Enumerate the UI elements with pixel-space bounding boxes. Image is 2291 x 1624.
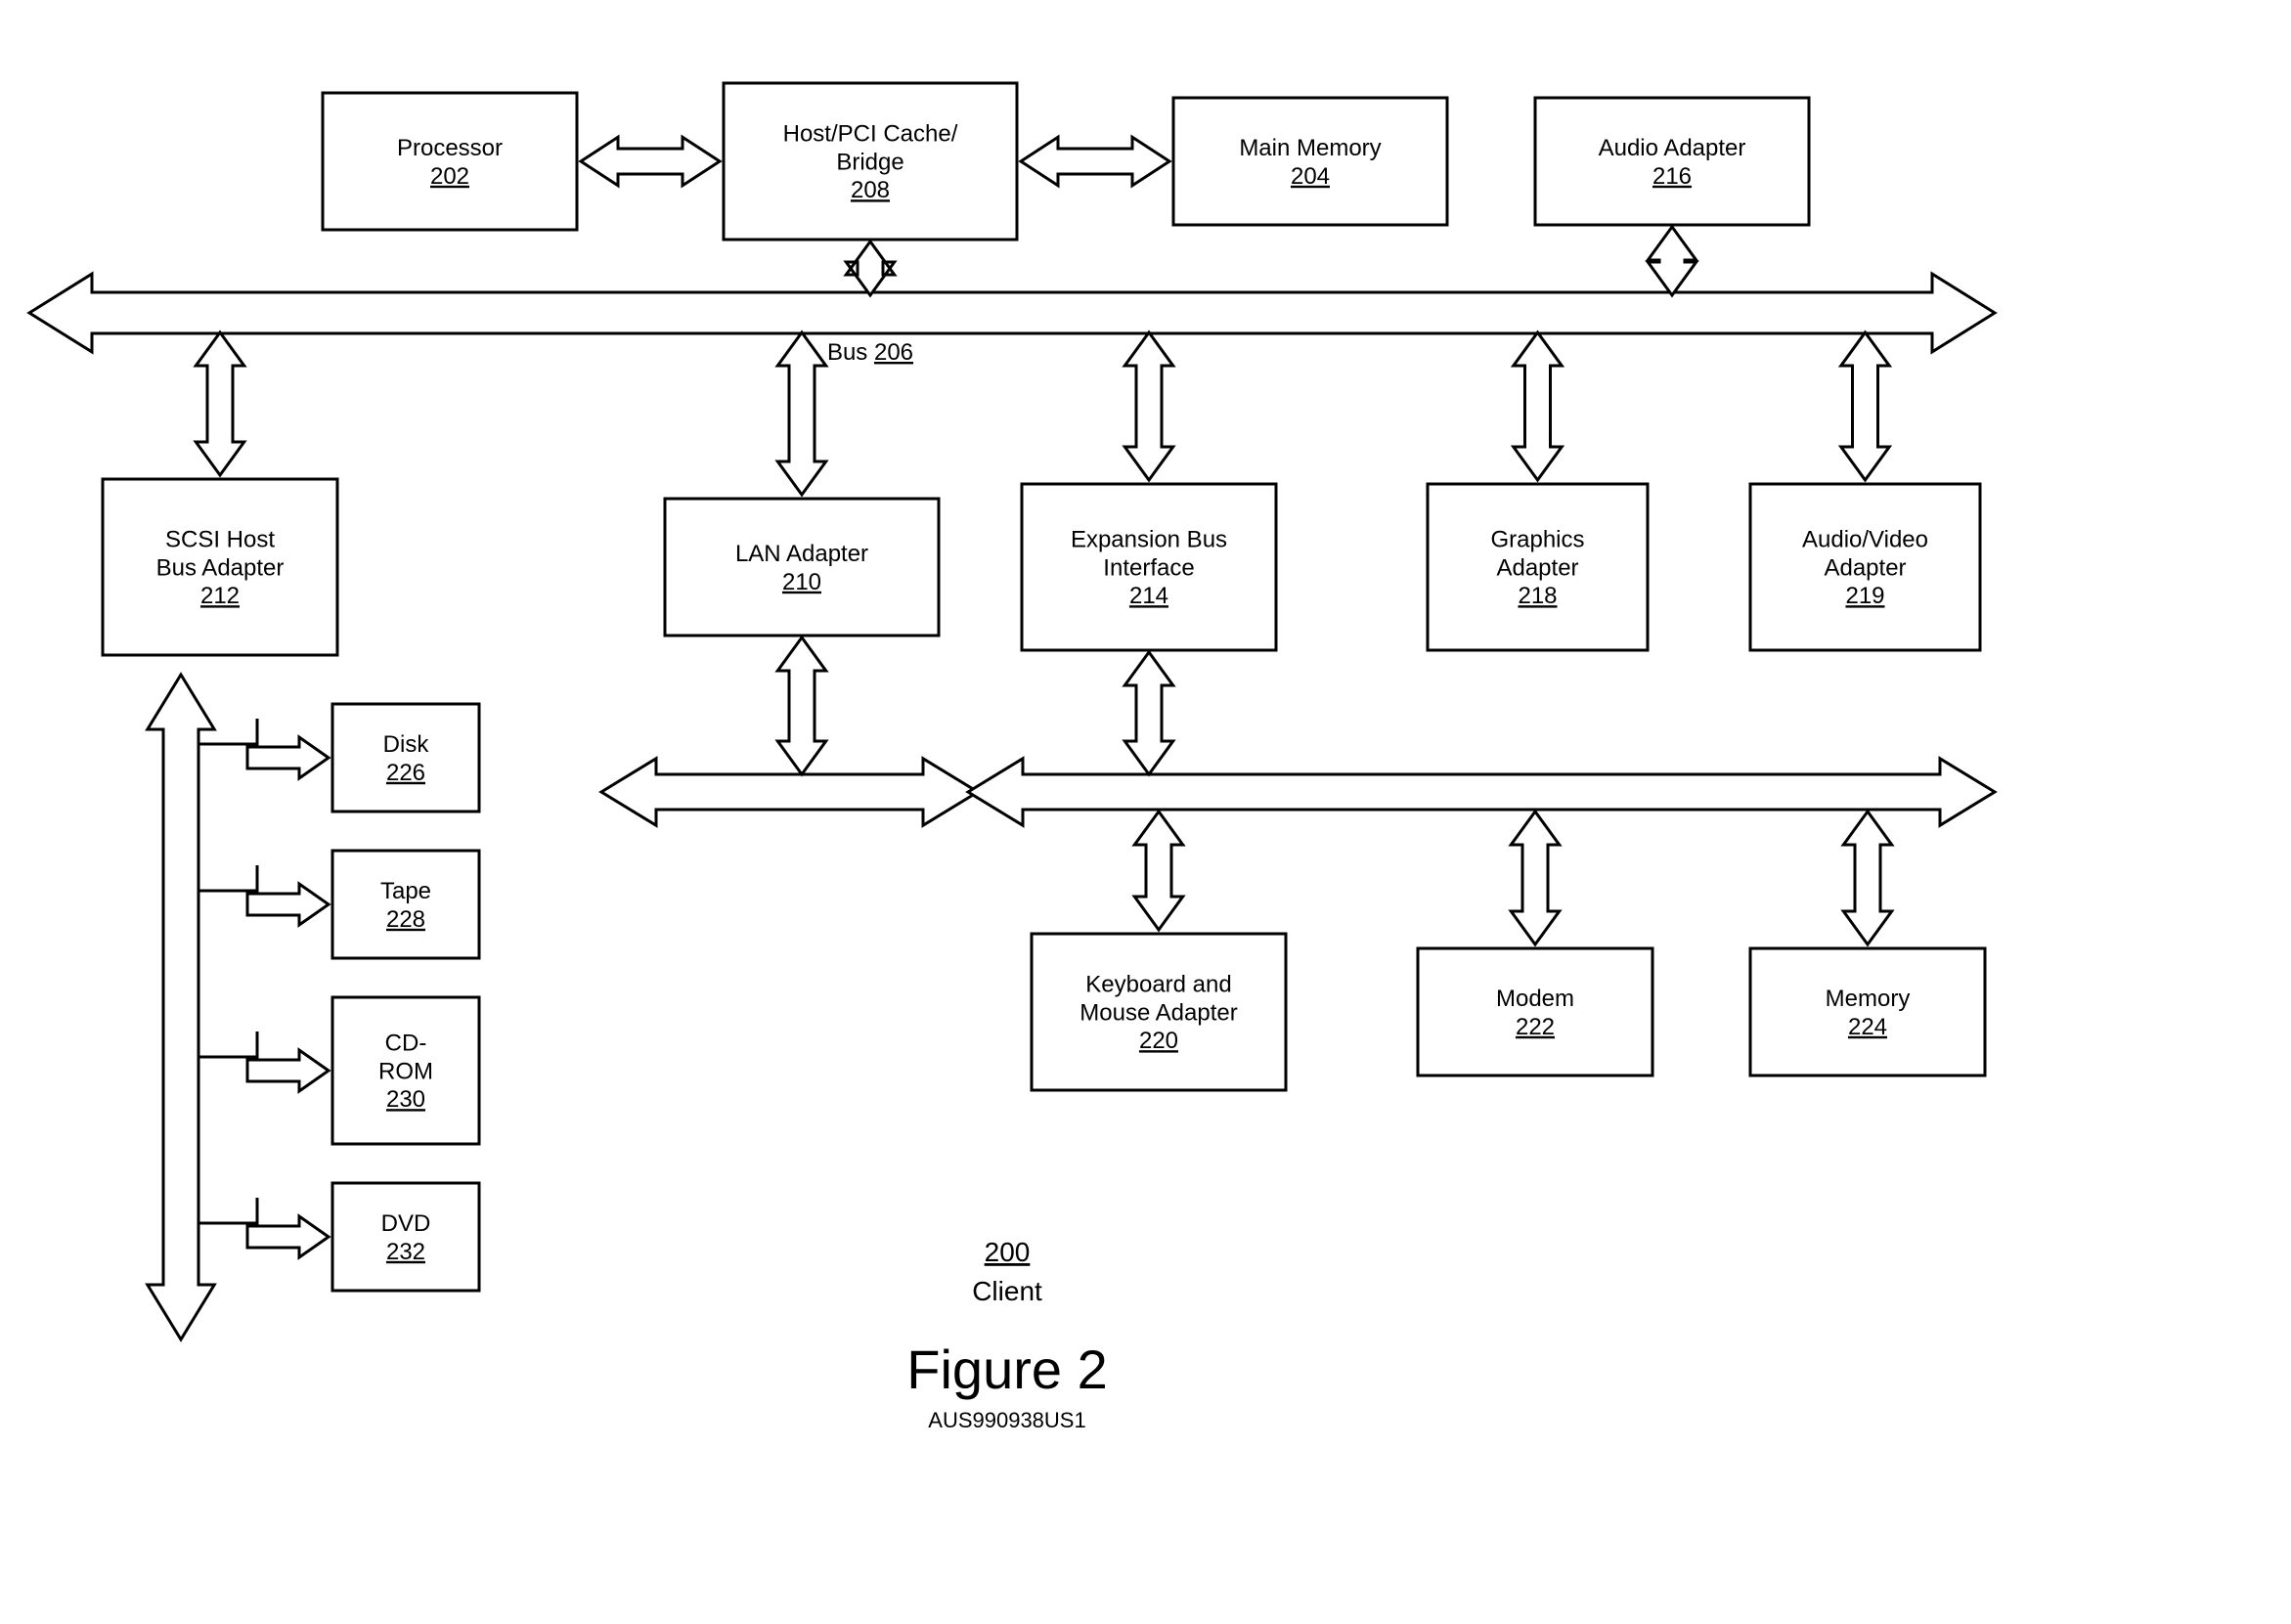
node-dvd: DVD232 xyxy=(332,1183,479,1291)
node-lan: LAN Adapter210 xyxy=(665,499,939,636)
node-ref: 214 xyxy=(1129,583,1168,609)
node-label: Expansion Bus xyxy=(1071,527,1227,553)
node-ref: 210 xyxy=(782,569,821,595)
node-ref: 232 xyxy=(386,1239,425,1265)
node-ref: 222 xyxy=(1516,1014,1555,1040)
node-audioadap: Audio Adapter216 xyxy=(1535,98,1809,225)
node-ref: 230 xyxy=(386,1086,425,1113)
node-ref: 202 xyxy=(430,163,469,190)
node-mainmem: Main Memory204 xyxy=(1173,98,1447,225)
node-ref: 220 xyxy=(1139,1028,1178,1054)
caption: AUS990938US1 xyxy=(928,1408,1085,1432)
node-label: Tape xyxy=(380,878,431,904)
node-label: Audio/Video xyxy=(1802,527,1928,553)
node-cdrom: CD-ROM230 xyxy=(332,997,479,1144)
node-label: Main Memory xyxy=(1239,135,1381,161)
node-expbus: Expansion BusInterface214 xyxy=(1022,484,1276,650)
node-memory: Memory224 xyxy=(1750,948,1985,1075)
node-label: LAN Adapter xyxy=(735,541,868,567)
node-label: Graphics xyxy=(1490,527,1584,553)
node-label: CD- xyxy=(385,1031,427,1057)
node-disk: Disk226 xyxy=(332,704,479,812)
node-ref: 212 xyxy=(200,583,240,609)
node-ref: 228 xyxy=(386,906,425,933)
node-label: Audio Adapter xyxy=(1599,135,1746,161)
caption: 200 xyxy=(985,1237,1031,1267)
caption: Figure 2 xyxy=(906,1339,1107,1400)
node-graphics: GraphicsAdapter218 xyxy=(1428,484,1648,650)
node-label: Mouse Adapter xyxy=(1079,999,1237,1026)
node-tape: Tape228 xyxy=(332,851,479,958)
node-ref: 216 xyxy=(1652,163,1692,190)
node-label: DVD xyxy=(381,1210,431,1237)
node-label: Adapter xyxy=(1496,554,1578,581)
node-label: Interface xyxy=(1103,554,1194,581)
node-av: Audio/VideoAdapter219 xyxy=(1750,484,1980,650)
node-label: Bridge xyxy=(836,149,903,175)
node-ref: 218 xyxy=(1518,583,1557,609)
node-label: Keyboard and xyxy=(1085,972,1231,998)
bus-label: Bus 206 xyxy=(827,339,913,366)
node-label: ROM xyxy=(378,1058,433,1084)
node-scsi: SCSI HostBus Adapter212 xyxy=(103,479,337,655)
node-modem: Modem222 xyxy=(1418,948,1652,1075)
node-label: Host/PCI Cache/ xyxy=(783,121,958,148)
node-ref: 219 xyxy=(1845,583,1884,609)
node-label: Memory xyxy=(1826,986,1911,1012)
node-processor: Processor202 xyxy=(323,93,577,230)
node-hostpci: Host/PCI Cache/Bridge208 xyxy=(724,83,1017,240)
node-kbmouse: Keyboard andMouse Adapter220 xyxy=(1032,934,1286,1090)
node-ref: 208 xyxy=(851,177,890,203)
caption: Client xyxy=(972,1276,1042,1306)
node-label: Adapter xyxy=(1824,554,1906,581)
node-ref: 224 xyxy=(1848,1014,1887,1040)
node-label: Bus Adapter xyxy=(156,554,285,581)
node-ref: 204 xyxy=(1291,163,1330,190)
node-ref: 226 xyxy=(386,760,425,786)
node-label: Modem xyxy=(1496,986,1574,1012)
node-label: Processor xyxy=(397,135,503,161)
node-label: Disk xyxy=(383,731,430,758)
node-label: SCSI Host xyxy=(165,527,275,553)
